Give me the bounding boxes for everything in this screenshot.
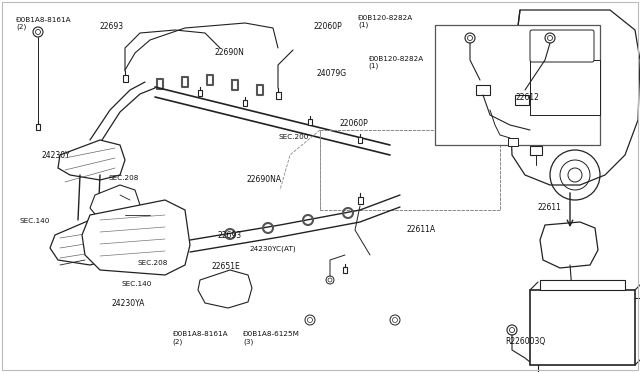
Text: 22690NA: 22690NA xyxy=(246,175,282,184)
Bar xyxy=(358,196,362,203)
Polygon shape xyxy=(90,185,140,225)
Text: Ð0B120-8282A
(1): Ð0B120-8282A (1) xyxy=(358,15,413,28)
Bar xyxy=(530,60,600,115)
Bar xyxy=(320,130,500,210)
Bar xyxy=(538,298,640,372)
Text: 22612: 22612 xyxy=(515,93,539,102)
Text: Ð0B1A8-8161A
(2): Ð0B1A8-8161A (2) xyxy=(173,331,228,344)
Bar xyxy=(476,85,490,95)
Polygon shape xyxy=(82,200,190,275)
Bar xyxy=(358,137,362,143)
Bar xyxy=(515,95,529,105)
Polygon shape xyxy=(58,140,125,180)
Text: SEC.140: SEC.140 xyxy=(122,281,152,287)
Text: 22693: 22693 xyxy=(218,231,242,240)
Text: 24230YC(AT): 24230YC(AT) xyxy=(250,246,296,252)
Text: 24230YA: 24230YA xyxy=(112,299,145,308)
Polygon shape xyxy=(50,220,120,265)
Polygon shape xyxy=(198,270,252,308)
Bar xyxy=(540,280,625,290)
Text: R226003Q: R226003Q xyxy=(506,337,546,346)
Text: 22690N: 22690N xyxy=(214,48,244,57)
Bar xyxy=(122,74,127,81)
Text: Ð0B1A8-6125M
(3): Ð0B1A8-6125M (3) xyxy=(243,331,300,344)
Text: 22060P: 22060P xyxy=(314,22,342,31)
Text: SEC.208: SEC.208 xyxy=(138,260,168,266)
Bar xyxy=(320,130,500,210)
FancyBboxPatch shape xyxy=(530,30,594,62)
Text: SEC.208: SEC.208 xyxy=(109,175,139,181)
Bar xyxy=(308,119,312,125)
Bar xyxy=(530,60,600,115)
Bar xyxy=(530,290,635,365)
Text: Ð0B120-8282A
(1): Ð0B120-8282A (1) xyxy=(369,56,424,69)
Bar xyxy=(435,25,600,145)
Text: Ð0B1A8-8161A
(2): Ð0B1A8-8161A (2) xyxy=(16,17,72,30)
Text: SEC.140: SEC.140 xyxy=(19,218,49,224)
Text: SEC.200: SEC.200 xyxy=(278,134,308,140)
Text: 22611: 22611 xyxy=(538,203,561,212)
Bar xyxy=(243,100,247,106)
Bar xyxy=(508,138,518,146)
Text: 24230Y: 24230Y xyxy=(42,151,70,160)
Bar xyxy=(343,267,347,273)
Bar xyxy=(530,145,542,154)
Bar xyxy=(36,124,40,130)
Bar xyxy=(198,90,202,96)
Text: 22611A: 22611A xyxy=(406,225,436,234)
Text: 24079G: 24079G xyxy=(317,69,347,78)
Bar xyxy=(275,92,280,99)
Text: 22651E: 22651E xyxy=(211,262,240,271)
Polygon shape xyxy=(540,222,598,268)
Text: 22693: 22693 xyxy=(99,22,124,31)
Text: 22060P: 22060P xyxy=(339,119,368,128)
Polygon shape xyxy=(510,10,640,185)
